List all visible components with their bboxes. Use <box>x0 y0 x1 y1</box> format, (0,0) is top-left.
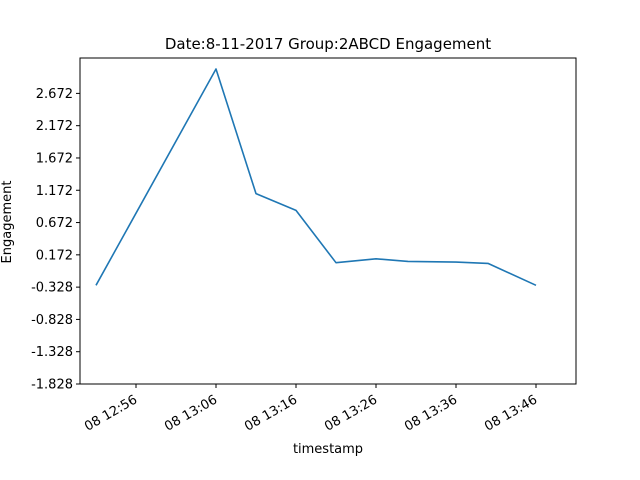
series-line <box>95 68 537 287</box>
chart-title: Date:8-11-2017 Group:2ABCD Engagement <box>165 35 491 53</box>
y-axis-label: Engagement <box>0 181 15 264</box>
y-tick-label: 0.172 <box>36 248 73 263</box>
x-tick-label: 08 13:46 <box>482 392 540 434</box>
x-tick-label: 08 13:26 <box>322 392 380 434</box>
x-tick-label: 08 13:36 <box>402 392 460 434</box>
y-tick-label: 0.672 <box>36 216 73 231</box>
axes-frame <box>79 57 577 385</box>
x-axis-label: timestamp <box>293 442 363 457</box>
y-tick-label: -1.828 <box>31 378 73 393</box>
y-tick-label: -0.328 <box>31 281 73 296</box>
y-tick-label: -0.828 <box>31 313 73 328</box>
x-tick-label: 08 12:56 <box>82 392 140 434</box>
x-tick-label: 08 13:06 <box>162 392 220 434</box>
plot-area: -1.828 -1.328 -0.828 -0.328 0.172 0.672 1.172 1… <box>31 57 577 435</box>
x-tick-label: 08 13:16 <box>242 392 300 434</box>
y-tick-label: 2.172 <box>36 119 73 134</box>
y-tick-label: 1.672 <box>36 151 73 166</box>
y-tick-label: 2.672 <box>36 87 73 102</box>
y-tick-label: 1.172 <box>36 184 73 199</box>
y-tick-label: -1.328 <box>31 345 73 360</box>
